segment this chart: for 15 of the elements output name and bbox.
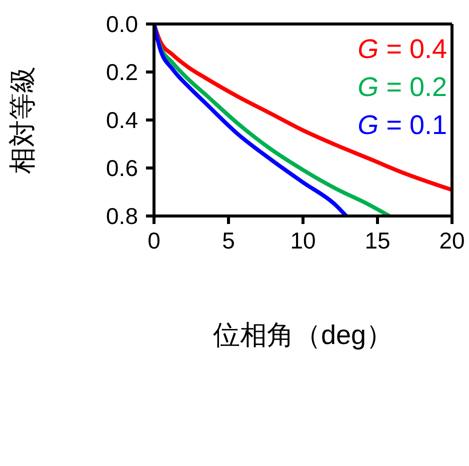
y-tick-label: 0.2 xyxy=(106,59,138,86)
y-axis-title: 相対等級 xyxy=(8,66,38,174)
text: G = 0.1 xyxy=(358,109,447,142)
x-tick-label: 20 xyxy=(439,227,465,254)
x-tick-label: 15 xyxy=(364,227,390,254)
y-tick-label: 0.8 xyxy=(106,203,138,230)
y-tick-label: 0.4 xyxy=(106,107,138,134)
text: G = 0.4 xyxy=(358,33,447,66)
x-axis-title: 位相角（deg） xyxy=(212,320,394,350)
x-tick-label: 0 xyxy=(148,227,160,254)
y-tick-label: 0.6 xyxy=(106,155,138,182)
y-tick-label: 0.0 xyxy=(106,11,138,38)
text: G = 0.2 xyxy=(358,71,447,104)
x-tick-label: 10 xyxy=(290,227,316,254)
x-tick-label: 5 xyxy=(222,227,235,254)
